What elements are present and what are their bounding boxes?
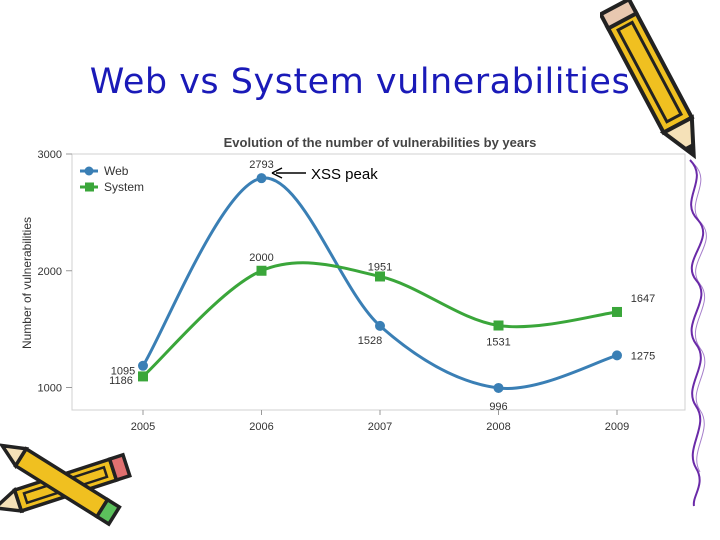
y-tick-label: 2000	[38, 266, 62, 278]
x-tick-label: 2005	[131, 421, 155, 433]
system-point	[612, 306, 622, 317]
xss-peak-annotation: XSS peak	[271, 166, 378, 183]
web-point	[493, 382, 504, 393]
web-point	[138, 360, 148, 371]
x-tick-label: 2009	[605, 421, 629, 433]
data-label: 1531	[486, 337, 510, 349]
chart-title: Evolution of the number of vulnerabiliti…	[224, 135, 537, 150]
data-label: 2000	[249, 252, 273, 264]
system-point	[256, 265, 267, 276]
web-point	[256, 173, 267, 184]
annotation-text: XSS peak	[311, 166, 378, 183]
slide-title: Web vs System vulnerabilities	[89, 62, 631, 102]
data-label: 1275	[631, 350, 655, 362]
x-tick-label: 2008	[486, 421, 510, 433]
web-point	[375, 320, 385, 331]
legend: Web System	[80, 164, 144, 194]
system-point	[493, 320, 504, 331]
y-tick-label: 3000	[38, 149, 62, 161]
legend-label: System	[104, 180, 144, 194]
y-tick-label: 1000	[38, 383, 62, 395]
pencil-icon	[600, 0, 696, 160]
data-label: 1186	[109, 375, 133, 387]
data-label: 996	[489, 401, 507, 413]
data-label: 1528	[358, 335, 382, 347]
legend-marker	[85, 182, 94, 192]
x-tick-label: 2006	[249, 421, 273, 433]
data-label: 1951	[368, 261, 392, 273]
data-label: 1647	[631, 293, 655, 305]
annotation-arrowhead-icon	[271, 167, 283, 179]
series-line-web	[141, 176, 618, 390]
crossed-pencils-icon	[0, 443, 132, 527]
data-label: 2793	[249, 159, 273, 171]
y-axis-label: Number of vulnerabilities	[20, 217, 34, 349]
web-point	[612, 350, 622, 361]
legend-label: Web	[104, 164, 129, 178]
x-tick-label: 2007	[368, 421, 392, 433]
legend-marker	[84, 166, 94, 176]
system-point	[138, 371, 148, 382]
data-label: 1095	[111, 365, 135, 377]
plot-area	[71, 153, 686, 411]
squiggle-decoration	[689, 159, 707, 507]
system-point	[375, 271, 385, 282]
